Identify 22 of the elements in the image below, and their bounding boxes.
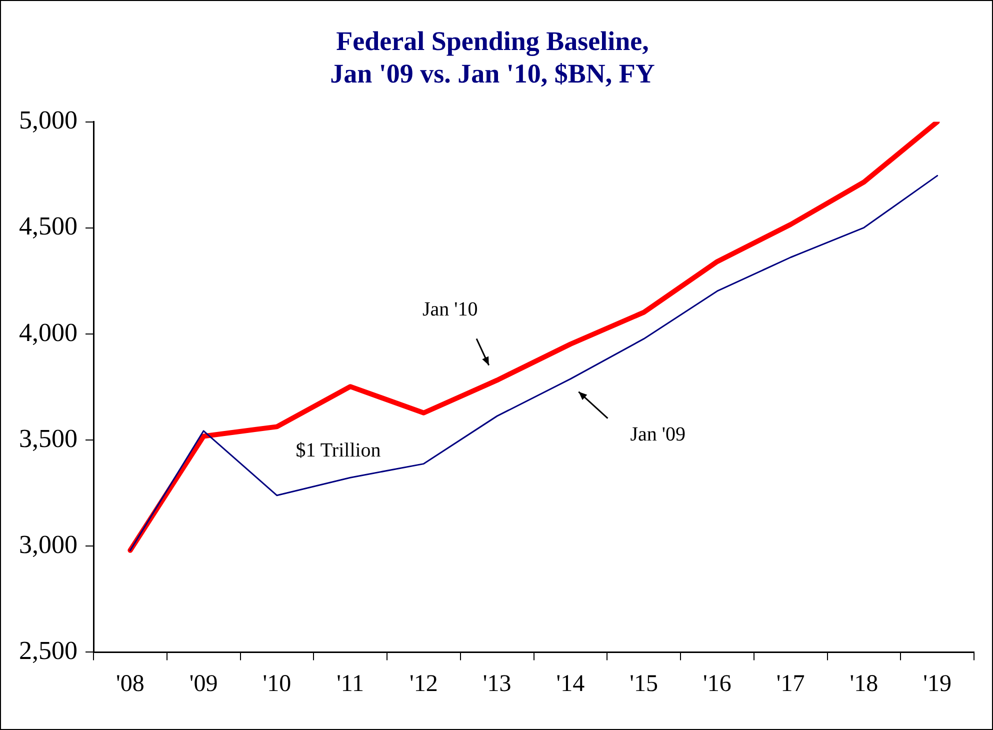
y-tick-label: 5,000 [19, 106, 78, 135]
x-tick-label: '10 [262, 670, 292, 697]
annotation: Jan '09 [630, 424, 686, 446]
x-tick-label: '11 [336, 670, 364, 697]
annotation: $1 Trillion [296, 439, 381, 462]
x-tick-label: '18 [850, 670, 878, 697]
x-tick-label: '13 [482, 670, 512, 697]
x-tick-label: '16 [703, 670, 732, 697]
chart-title: Federal Spending Baseline, Jan '09 vs. Jan '10, $BN, FY [330, 26, 655, 89]
x-tick-label: '09 [189, 670, 218, 697]
y-tick-label: 3,500 [19, 424, 78, 453]
y-tick-label: 4,000 [19, 318, 78, 347]
x-tick-label: '12 [410, 670, 438, 697]
y-tick-label: 3,000 [19, 530, 78, 559]
x-tick-label: '08 [116, 670, 144, 697]
y-tick-label: 2,500 [19, 636, 78, 666]
annotation: Jan '10 [422, 298, 478, 320]
x-tick-label: '17 [776, 670, 805, 697]
y-tick-label: 4,500 [19, 212, 78, 241]
x-tick-label: '14 [556, 670, 585, 697]
x-tick-label: '15 [630, 670, 658, 697]
x-tick-label: '19 [923, 670, 952, 697]
